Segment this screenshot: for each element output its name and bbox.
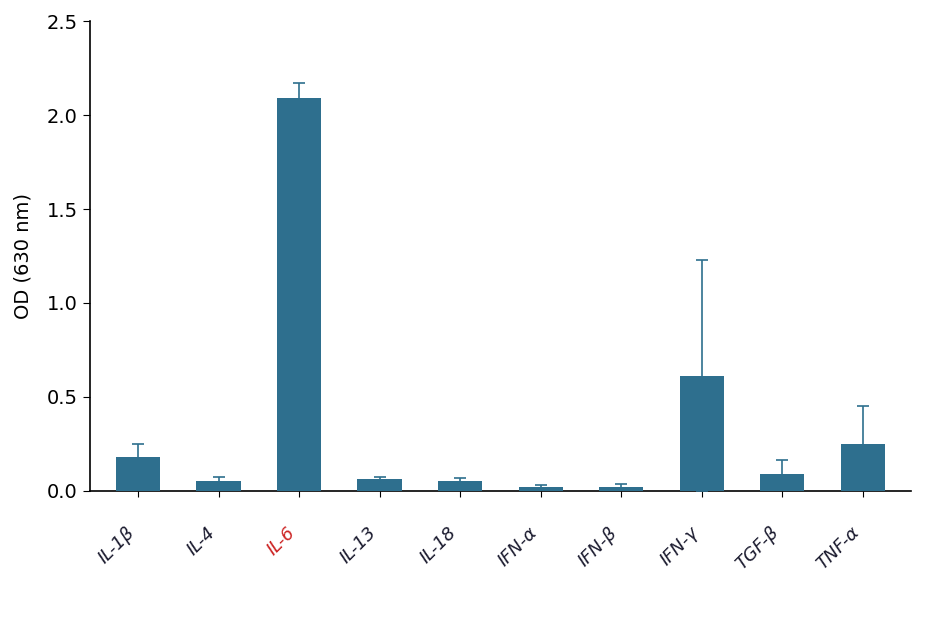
Bar xyxy=(357,479,401,491)
Text: IL-18: IL-18 xyxy=(417,523,460,567)
Text: IL-1β: IL-1β xyxy=(94,523,138,567)
Bar xyxy=(841,443,885,491)
Bar xyxy=(196,481,240,491)
Y-axis label: OD (630 nm): OD (630 nm) xyxy=(14,193,33,319)
Text: IFN-α: IFN-α xyxy=(494,523,541,570)
Bar xyxy=(519,487,562,491)
Text: IL-6: IL-6 xyxy=(264,523,299,559)
Bar xyxy=(116,457,160,491)
Text: IL-13: IL-13 xyxy=(336,523,379,567)
Text: IFN-γ: IFN-γ xyxy=(657,523,702,569)
Bar xyxy=(760,474,805,491)
Text: TNF-α: TNF-α xyxy=(813,523,863,573)
Bar xyxy=(680,376,724,491)
Bar xyxy=(438,481,482,491)
Text: IFN-β: IFN-β xyxy=(575,523,622,569)
Bar xyxy=(277,98,321,491)
Text: IL-4: IL-4 xyxy=(183,523,218,559)
Bar xyxy=(599,487,644,491)
Text: TGF-β: TGF-β xyxy=(733,523,783,573)
